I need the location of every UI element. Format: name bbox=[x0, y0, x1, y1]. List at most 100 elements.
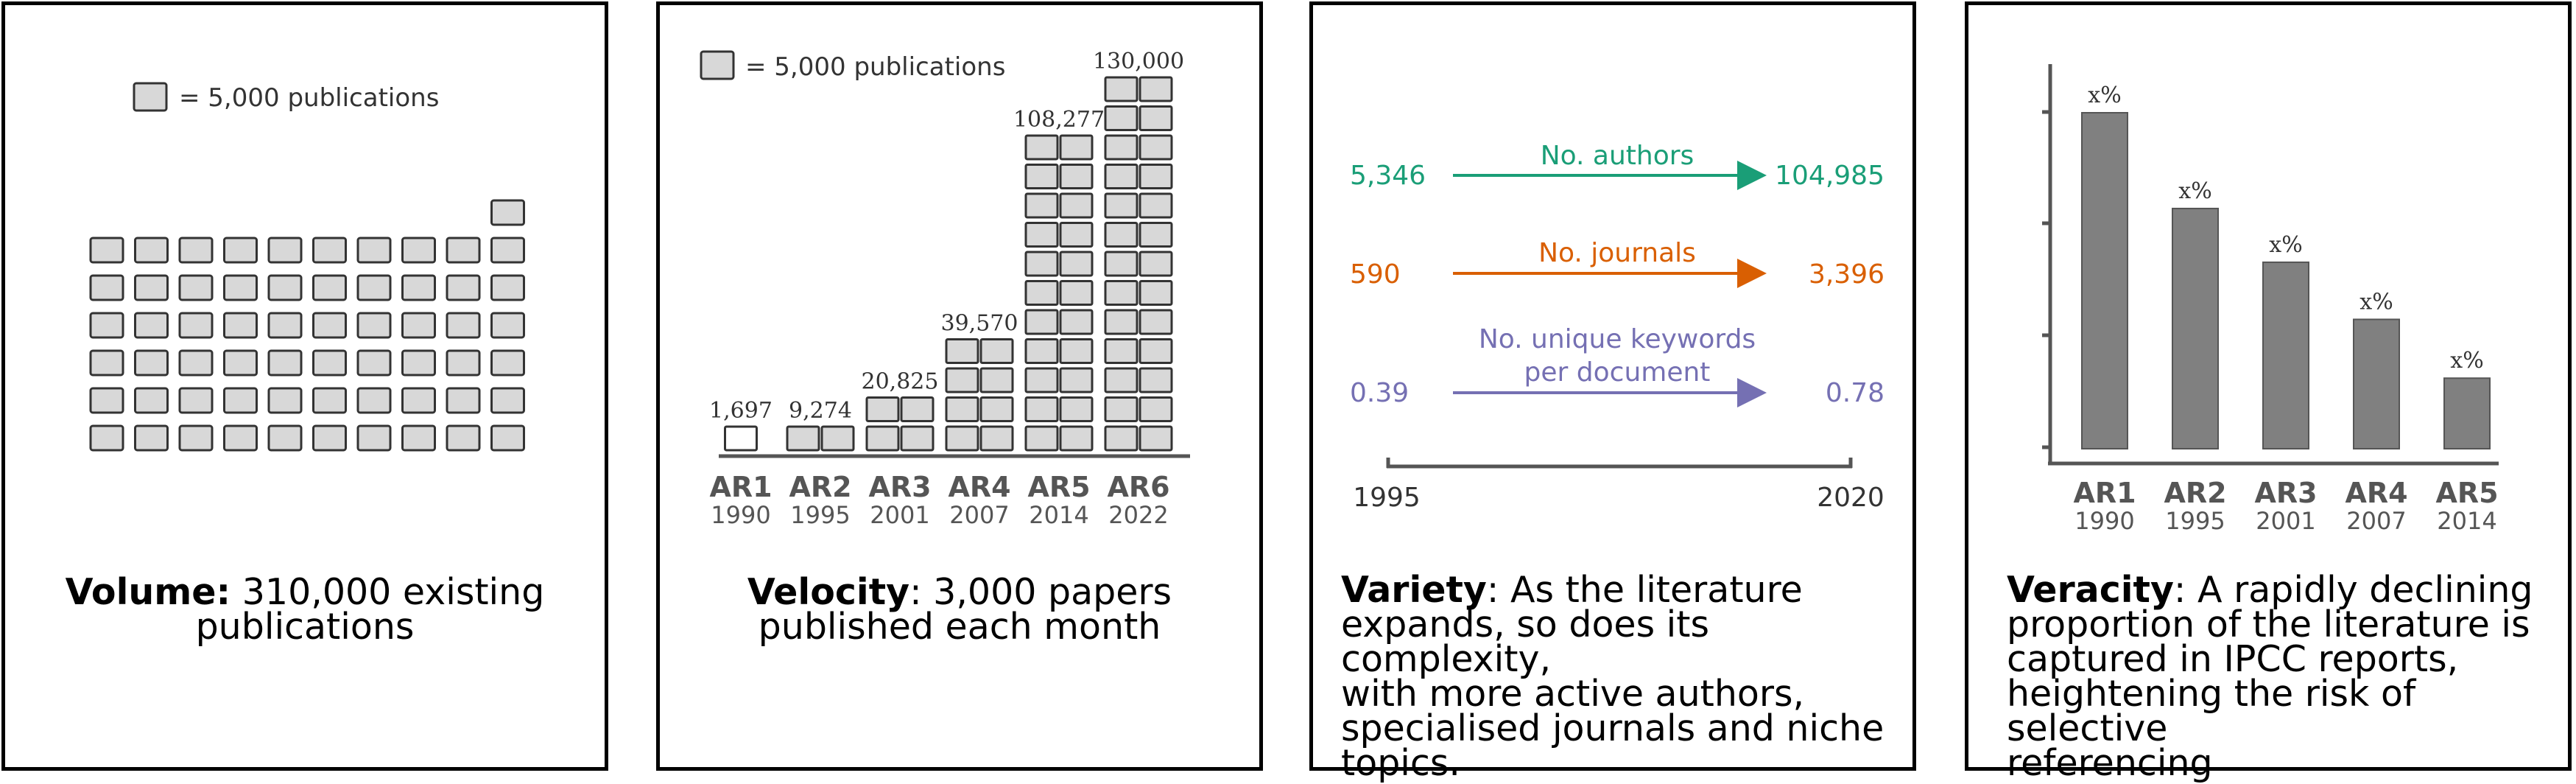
variety-caption-line2: expands, so does its complexity, bbox=[1341, 603, 1710, 680]
publication-box bbox=[1024, 367, 1059, 393]
publication-box bbox=[89, 274, 124, 301]
veracity-bar bbox=[2443, 377, 2491, 449]
publication-box bbox=[1139, 105, 1173, 131]
publication-box bbox=[89, 312, 124, 339]
publication-box bbox=[1104, 192, 1139, 219]
publication-box bbox=[1024, 425, 1059, 452]
publication-box bbox=[490, 199, 525, 226]
publication-box bbox=[1059, 251, 1094, 277]
publication-box bbox=[490, 312, 525, 339]
publication-box bbox=[401, 424, 436, 452]
velocity-year-label: 1990 bbox=[711, 501, 770, 529]
variety-caption-line1: : As the literature bbox=[1486, 569, 1803, 611]
variety-caption-line3: with more active authors, bbox=[1341, 673, 1805, 715]
publication-box bbox=[1104, 134, 1139, 161]
publication-box bbox=[945, 367, 979, 393]
publication-box bbox=[134, 424, 169, 452]
publication-box bbox=[1104, 105, 1139, 131]
publication-box bbox=[1024, 251, 1059, 277]
publication-box bbox=[490, 424, 525, 452]
veracity-bar-label: x% bbox=[2178, 178, 2211, 204]
volume-panel: = 5,000 publications Volume: 310,000 exi… bbox=[1, 1, 608, 771]
velocity-category-label: AR5 bbox=[1027, 471, 1090, 503]
publication-box bbox=[1024, 338, 1059, 364]
publication-box bbox=[979, 425, 1014, 452]
variety-caption-bold: Variety bbox=[1341, 569, 1487, 611]
veracity-year-label: 1990 bbox=[2074, 507, 2134, 535]
velocity-category-label: AR4 bbox=[948, 471, 1010, 503]
publication-box bbox=[1059, 280, 1094, 306]
veracity-panel: x% AR1 1990 x% AR2 1995 x% AR3 2001 x% AR4 2007 x% AR… bbox=[1965, 1, 2572, 781]
publication-box bbox=[401, 387, 436, 414]
legend-box-icon bbox=[700, 50, 735, 80]
publication-box bbox=[356, 349, 392, 377]
velocity-caption-line1: : 3,000 papers bbox=[909, 571, 1172, 613]
publication-box bbox=[178, 424, 214, 452]
publication-box bbox=[1024, 222, 1059, 248]
variety-diagram: 5,346 No. authors 104,985 590 No. journa… bbox=[1350, 141, 1885, 513]
veracity-category-label: AR2 bbox=[2164, 477, 2226, 509]
publication-box bbox=[312, 387, 347, 414]
publication-box bbox=[1139, 367, 1173, 393]
publication-box bbox=[979, 367, 1014, 393]
publication-box bbox=[1139, 280, 1173, 306]
veracity-caption-line1: : A rapidly declining bbox=[2173, 569, 2533, 611]
veracity-caption: Veracity: A rapidly declining proportion… bbox=[2007, 572, 2566, 781]
velocity-panel: = 5,000 publications 1,697 AR1 1990 9,274 AR… bbox=[656, 1, 1263, 771]
publication-box bbox=[1024, 396, 1059, 422]
velocity-category-label: AR2 bbox=[789, 471, 851, 503]
publication-box bbox=[134, 312, 169, 339]
publication-box bbox=[1059, 192, 1094, 219]
veracity-bar-label: x% bbox=[2450, 348, 2483, 374]
publication-box bbox=[820, 425, 855, 452]
veracity-bar bbox=[2172, 207, 2219, 449]
publication-box bbox=[401, 349, 436, 377]
publication-box bbox=[401, 274, 436, 301]
publication-box bbox=[356, 387, 392, 414]
veracity-bar-label: x% bbox=[2088, 83, 2121, 108]
publication-box bbox=[1104, 425, 1139, 452]
velocity-year-label: 2014 bbox=[1029, 501, 1088, 529]
publication-box bbox=[900, 425, 935, 452]
publication-box bbox=[900, 396, 935, 422]
veracity-year-label: 1995 bbox=[2165, 507, 2225, 535]
publication-box bbox=[1139, 164, 1173, 189]
keywords-label-line1: No. unique keywords bbox=[1479, 324, 1756, 354]
authors-end-value: 104,985 bbox=[1775, 161, 1885, 191]
publication-box bbox=[1024, 192, 1059, 219]
publication-box bbox=[1139, 192, 1173, 219]
velocity-caption-bold: Velocity bbox=[747, 571, 910, 613]
velocity-category-label: AR3 bbox=[868, 471, 931, 503]
publication-box bbox=[446, 274, 481, 301]
volume-caption-line1: 310,000 existing bbox=[230, 571, 545, 613]
publication-box bbox=[267, 274, 303, 301]
legend-box-icon bbox=[133, 82, 168, 112]
publication-box bbox=[267, 424, 303, 452]
publication-box bbox=[1104, 309, 1139, 335]
publication-box bbox=[1104, 76, 1139, 102]
veracity-category-label: AR4 bbox=[2345, 477, 2407, 509]
veracity-bar bbox=[2353, 318, 2400, 449]
veracity-category-label: AR3 bbox=[2254, 477, 2317, 509]
publication-box bbox=[178, 237, 214, 264]
veracity-year-label: 2014 bbox=[2437, 507, 2496, 535]
velocity-value-label: 39,570 bbox=[941, 311, 1018, 337]
veracity-year-label: 2007 bbox=[2346, 507, 2406, 535]
publication-box bbox=[490, 274, 525, 301]
publication-box bbox=[267, 237, 303, 264]
publication-box bbox=[1104, 280, 1139, 306]
publication-box bbox=[1024, 309, 1059, 335]
publication-box bbox=[89, 237, 124, 264]
journals-end-value: 3,396 bbox=[1809, 259, 1885, 290]
publication-box bbox=[356, 274, 392, 301]
publication-box bbox=[1139, 134, 1173, 161]
publication-box bbox=[134, 237, 169, 264]
publication-box bbox=[945, 425, 979, 452]
velocity-category-label: AR1 bbox=[709, 471, 772, 503]
publication-box bbox=[178, 274, 214, 301]
publication-box bbox=[356, 424, 392, 452]
velocity-legend-label: = 5,000 publications bbox=[745, 52, 1005, 82]
velocity-value-label: 108,277 bbox=[1013, 107, 1105, 133]
